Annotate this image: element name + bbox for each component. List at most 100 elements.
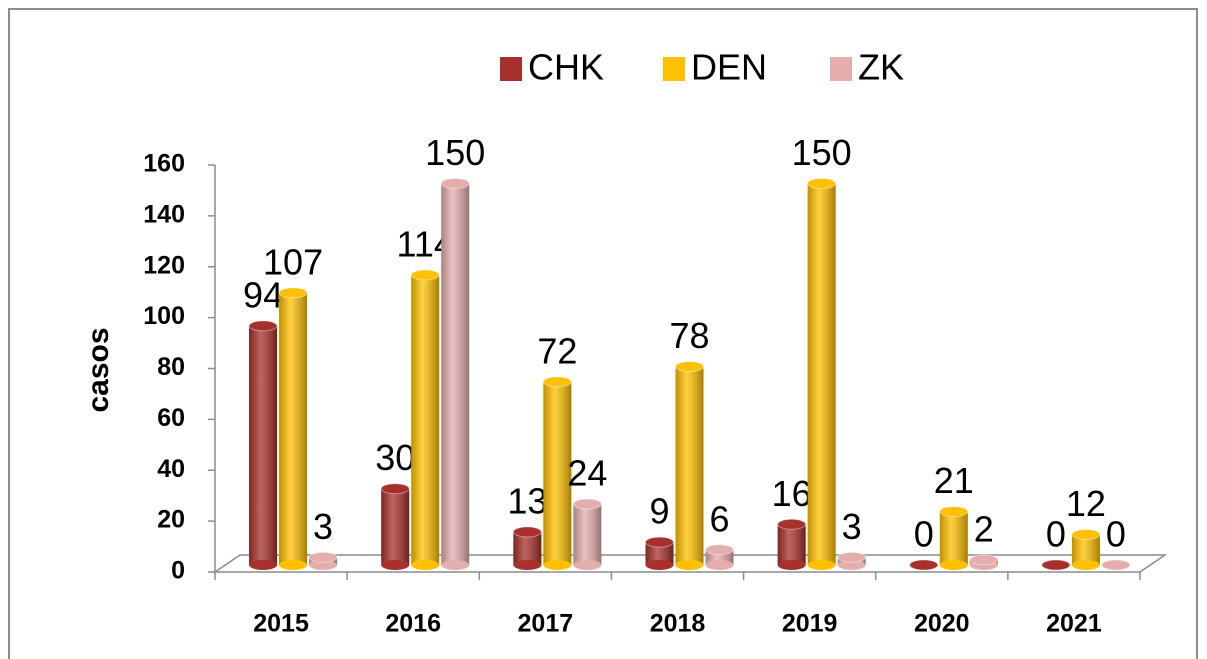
bar: [969, 554, 999, 570]
bar-bottom: [279, 560, 308, 570]
bar: [1041, 559, 1071, 571]
bar-bottom: [807, 560, 836, 570]
y-tick-label: 160: [143, 150, 185, 178]
legend-swatch: [830, 57, 852, 81]
bar: [939, 506, 969, 570]
data-label: 3: [313, 506, 333, 547]
bar-shade: [441, 183, 470, 565]
bar-bottom: [645, 560, 674, 570]
bar-top: [645, 536, 674, 548]
bar: [380, 483, 410, 570]
bar-top: [410, 269, 440, 281]
bar-bottom: [705, 560, 734, 570]
data-label: 107: [263, 241, 323, 282]
data-label: 0: [1046, 514, 1066, 555]
legend-swatch: [500, 57, 522, 81]
bar: [410, 269, 440, 570]
bar-shade: [939, 511, 968, 565]
bar: [308, 551, 338, 570]
bar-top: [705, 544, 734, 556]
data-label: 9: [649, 491, 669, 532]
bar-top: [248, 320, 278, 332]
bar-top: [807, 177, 837, 189]
data-label: 94: [243, 274, 283, 315]
bar: [807, 177, 837, 570]
data-label: 30: [375, 437, 415, 478]
bar: [572, 498, 602, 570]
data-label: 0: [1106, 514, 1126, 555]
data-label: 72: [537, 330, 577, 371]
bar-top: [837, 551, 867, 563]
bar-shade: [381, 488, 410, 565]
data-label: 2: [974, 508, 994, 549]
bar: [542, 376, 572, 570]
bar-shade: [249, 325, 278, 565]
bar-bottom: [249, 560, 278, 570]
data-label: 21: [934, 460, 974, 501]
data-label: 150: [792, 132, 852, 173]
y-tick-label: 140: [143, 200, 185, 228]
bar-bottom: [837, 560, 866, 570]
bar-top: [969, 554, 999, 566]
data-label: 16: [772, 473, 812, 514]
data-label: 6: [709, 498, 729, 539]
bar-bottom: [513, 560, 542, 570]
bar: [837, 551, 867, 570]
bar-bottom: [777, 560, 806, 570]
bar-bottom: [939, 560, 968, 570]
bar-top: [909, 559, 939, 571]
data-label: 0: [914, 514, 934, 555]
bar-bottom: [381, 560, 410, 570]
bar-shade: [807, 183, 836, 565]
data-label: 3: [842, 506, 862, 547]
bar-top: [308, 551, 338, 563]
y-tick-label: 80: [157, 353, 185, 381]
bar-shade: [279, 292, 308, 565]
data-label: 150: [425, 132, 485, 173]
bar-shade: [1071, 534, 1100, 565]
x-tick-label: 2019: [782, 610, 838, 638]
y-tick-label: 40: [157, 455, 185, 483]
bar: [705, 544, 734, 570]
bar-top: [1101, 559, 1131, 571]
bar-top: [675, 361, 704, 373]
bar-top: [278, 287, 308, 299]
bar: [278, 287, 308, 570]
bar: [1071, 528, 1101, 570]
legend-swatch: [663, 57, 685, 81]
bar-top: [1041, 559, 1071, 571]
y-tick-label: 120: [143, 251, 185, 279]
bar-bottom: [1071, 560, 1100, 570]
bar-shade: [573, 503, 602, 565]
bar: [1101, 559, 1131, 571]
chart-border: [8, 8, 1198, 659]
bar-top: [440, 177, 470, 189]
legend-label: ZK: [858, 47, 904, 88]
data-label: 24: [567, 452, 607, 493]
y-tick-label: 100: [143, 302, 185, 330]
data-label: 12: [1066, 483, 1106, 524]
x-tick-label: 2016: [385, 610, 441, 638]
legend-label: CHK: [528, 47, 604, 88]
data-label: 13: [507, 480, 547, 521]
bar: [512, 526, 542, 570]
bar-top: [512, 526, 542, 538]
bar-shade: [645, 542, 674, 565]
bar: [440, 177, 470, 570]
bar-top: [1071, 528, 1101, 540]
x-tick-label: 2020: [914, 610, 970, 638]
bar: [675, 361, 704, 570]
bar-shade: [777, 524, 806, 565]
x-tick-label: 2015: [253, 610, 309, 638]
y-tick-label: 20: [157, 506, 185, 534]
bar-shade: [513, 531, 542, 565]
legend-label: DEN: [691, 47, 767, 88]
bar-bottom: [675, 560, 704, 570]
bar-bottom: [543, 560, 572, 570]
bar-top: [572, 498, 602, 510]
y-tick-label: 0: [171, 557, 185, 585]
bar-bottom: [309, 560, 338, 570]
bar: [248, 320, 278, 570]
bar-top: [542, 376, 572, 388]
